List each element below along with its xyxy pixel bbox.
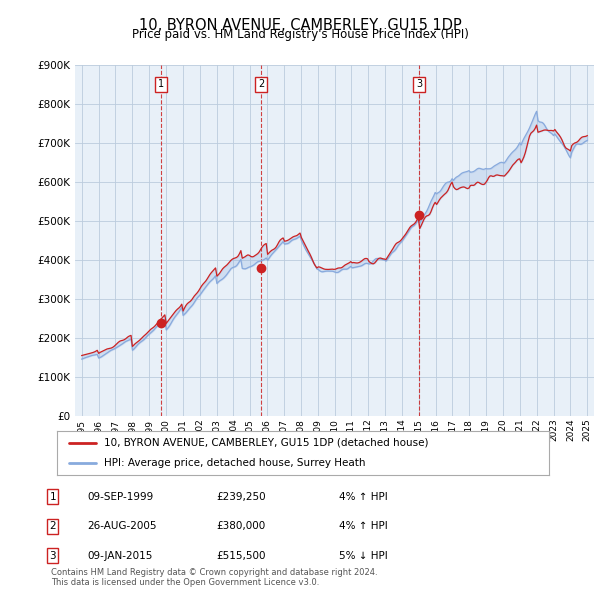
Text: £380,000: £380,000: [216, 522, 265, 531]
Text: 09-JAN-2015: 09-JAN-2015: [87, 551, 152, 560]
Text: HPI: Average price, detached house, Surrey Heath: HPI: Average price, detached house, Surr…: [104, 458, 365, 468]
Text: £515,500: £515,500: [216, 551, 265, 560]
Text: 09-SEP-1999: 09-SEP-1999: [87, 492, 153, 502]
Text: Price paid vs. HM Land Registry's House Price Index (HPI): Price paid vs. HM Land Registry's House …: [131, 28, 469, 41]
Text: 26-AUG-2005: 26-AUG-2005: [87, 522, 157, 531]
Text: 4% ↑ HPI: 4% ↑ HPI: [339, 522, 388, 531]
Text: 10, BYRON AVENUE, CAMBERLEY, GU15 1DP (detached house): 10, BYRON AVENUE, CAMBERLEY, GU15 1DP (d…: [104, 438, 428, 448]
Text: 10, BYRON AVENUE, CAMBERLEY, GU15 1DP: 10, BYRON AVENUE, CAMBERLEY, GU15 1DP: [139, 18, 461, 32]
Text: 4% ↑ HPI: 4% ↑ HPI: [339, 492, 388, 502]
Text: 3: 3: [416, 80, 422, 90]
Text: 2: 2: [258, 80, 265, 90]
Text: £239,250: £239,250: [216, 492, 266, 502]
Text: 5% ↓ HPI: 5% ↓ HPI: [339, 551, 388, 560]
Text: 2: 2: [49, 522, 56, 531]
Text: Contains HM Land Registry data © Crown copyright and database right 2024.
This d: Contains HM Land Registry data © Crown c…: [51, 568, 377, 587]
Text: 3: 3: [49, 551, 56, 560]
Text: 1: 1: [158, 80, 164, 90]
Text: 1: 1: [49, 492, 56, 502]
